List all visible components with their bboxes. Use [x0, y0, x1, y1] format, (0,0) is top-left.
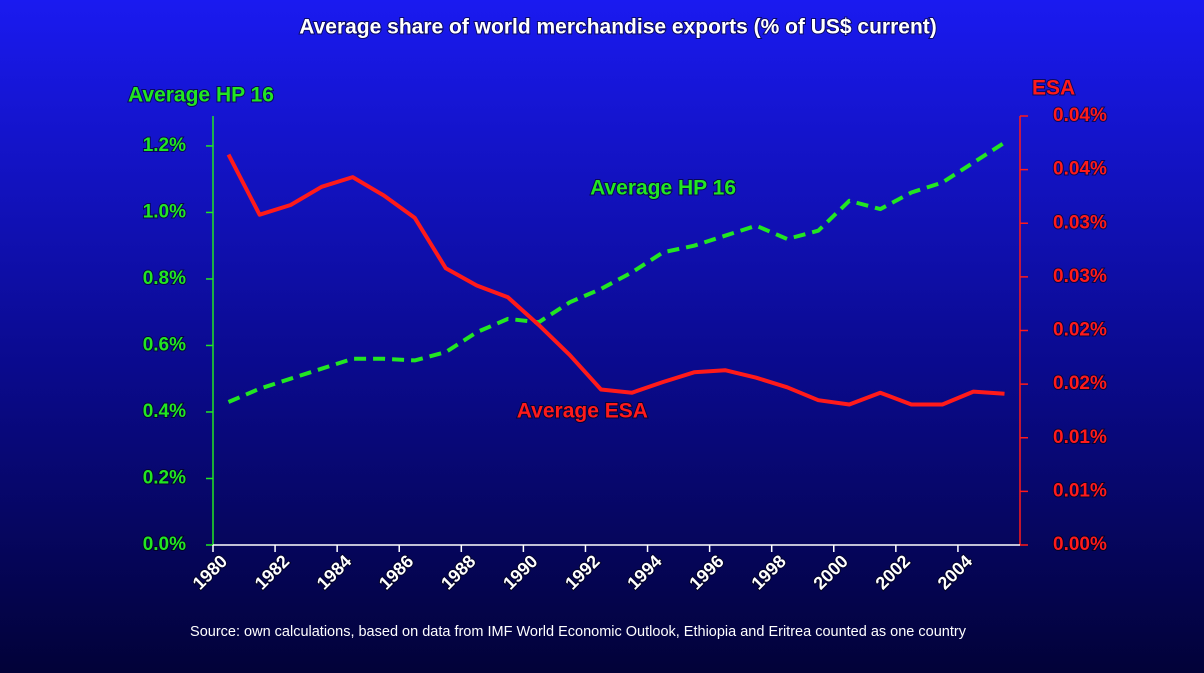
y-tick-label: 0.6% [143, 334, 186, 355]
source-note: Source: own calculations, based on data … [190, 624, 967, 640]
y2-tick-label: 0.04% [1053, 159, 1107, 180]
annotation: Average HP 16 [590, 177, 736, 200]
series-line [226, 153, 1005, 407]
y-axis-title: Average HP 16 [128, 84, 274, 107]
y-tick-label: 1.0% [143, 201, 186, 222]
y2-tick-label: 0.00% [1053, 534, 1107, 555]
y2-tick-label: 0.03% [1053, 266, 1107, 287]
y-tick-label: 0.2% [143, 468, 186, 489]
chart-title: Average share of world merchandise expor… [299, 16, 937, 39]
series-line [227, 140, 1006, 404]
y2-tick-label: 0.03% [1053, 212, 1107, 233]
y2-tick-label: 0.01% [1053, 427, 1107, 448]
y2-axis-title: ESA [1032, 77, 1075, 100]
y-tick-label: 1.2% [143, 135, 186, 156]
y-tick-label: 0.0% [143, 534, 186, 555]
annotation: Average ESA [517, 400, 648, 423]
y-tick-label: 0.4% [143, 401, 186, 422]
y-tick-label: 0.8% [143, 268, 186, 289]
y2-tick-label: 0.01% [1053, 480, 1107, 501]
y2-tick-label: 0.02% [1053, 373, 1107, 394]
y2-tick-label: 0.02% [1053, 320, 1107, 341]
y2-tick-label: 0.04% [1053, 105, 1107, 126]
